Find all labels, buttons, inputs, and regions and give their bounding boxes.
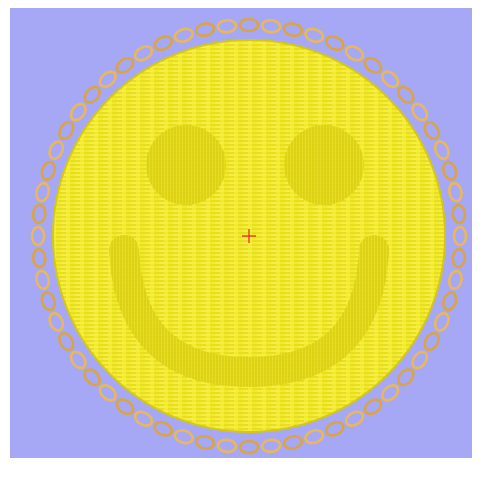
lace-loop (260, 18, 282, 34)
lace-loop (31, 203, 47, 225)
lace-loop (194, 434, 216, 450)
lace-loop (447, 269, 463, 291)
lace-loop (411, 350, 429, 370)
lace-loop (48, 140, 65, 161)
lace-loop (83, 85, 101, 104)
center-cross (242, 229, 256, 243)
lace-loop (30, 225, 46, 247)
lace-loop (423, 331, 440, 352)
lace-loop (433, 140, 450, 161)
lace-loop (344, 410, 365, 427)
right-eye (284, 125, 364, 205)
lace-loop (35, 269, 51, 291)
lace-loop (324, 35, 345, 52)
lace-loop (35, 181, 51, 203)
lace-loop (153, 35, 174, 52)
lace-loop (48, 311, 65, 332)
lace-loop (58, 120, 75, 141)
lace-loop (238, 17, 260, 33)
lace-loop (452, 225, 468, 247)
lace-loop (83, 368, 101, 387)
left-eye (146, 125, 226, 205)
lace-loop (411, 102, 429, 122)
lace-loop (344, 45, 365, 62)
lace-loop (423, 120, 440, 141)
lace-loop (133, 410, 154, 427)
lace-loop (98, 70, 117, 88)
lace-loop (40, 160, 56, 181)
lace-loop (304, 429, 325, 445)
lace-loop (238, 439, 260, 455)
lace-loop (282, 22, 304, 38)
lace-loop (442, 291, 458, 312)
lace-loop (115, 398, 135, 416)
lace-loop (69, 350, 87, 370)
lace-loop (260, 438, 282, 454)
lace-loop (451, 203, 467, 225)
lace-loop (40, 291, 56, 312)
lace-loop (31, 247, 47, 269)
lace-loop (363, 398, 383, 416)
lace-loop (173, 27, 194, 43)
lace-loop (304, 27, 325, 43)
lace-loop (216, 438, 238, 454)
lace-loop (173, 429, 194, 445)
lace-loop (447, 181, 463, 203)
lace-loop (216, 18, 238, 34)
lace-loop (133, 45, 154, 62)
lace-loop (433, 311, 450, 332)
lace-loop (153, 420, 174, 437)
lace-loop (98, 384, 117, 402)
lace-loop (442, 160, 458, 181)
lace-border (30, 17, 468, 455)
lace-loop (282, 434, 304, 450)
lace-loop (397, 85, 415, 104)
lace-loop (115, 56, 135, 74)
lace-loop (324, 420, 345, 437)
lace-loop (381, 70, 400, 88)
lace-loop (194, 22, 216, 38)
lace-loop (451, 247, 467, 269)
lace-loop (58, 331, 75, 352)
lace-loop (397, 368, 415, 387)
lace-loop (69, 102, 87, 122)
lace-loop (363, 56, 383, 74)
lace-loop (381, 384, 400, 402)
smile (109, 235, 389, 388)
